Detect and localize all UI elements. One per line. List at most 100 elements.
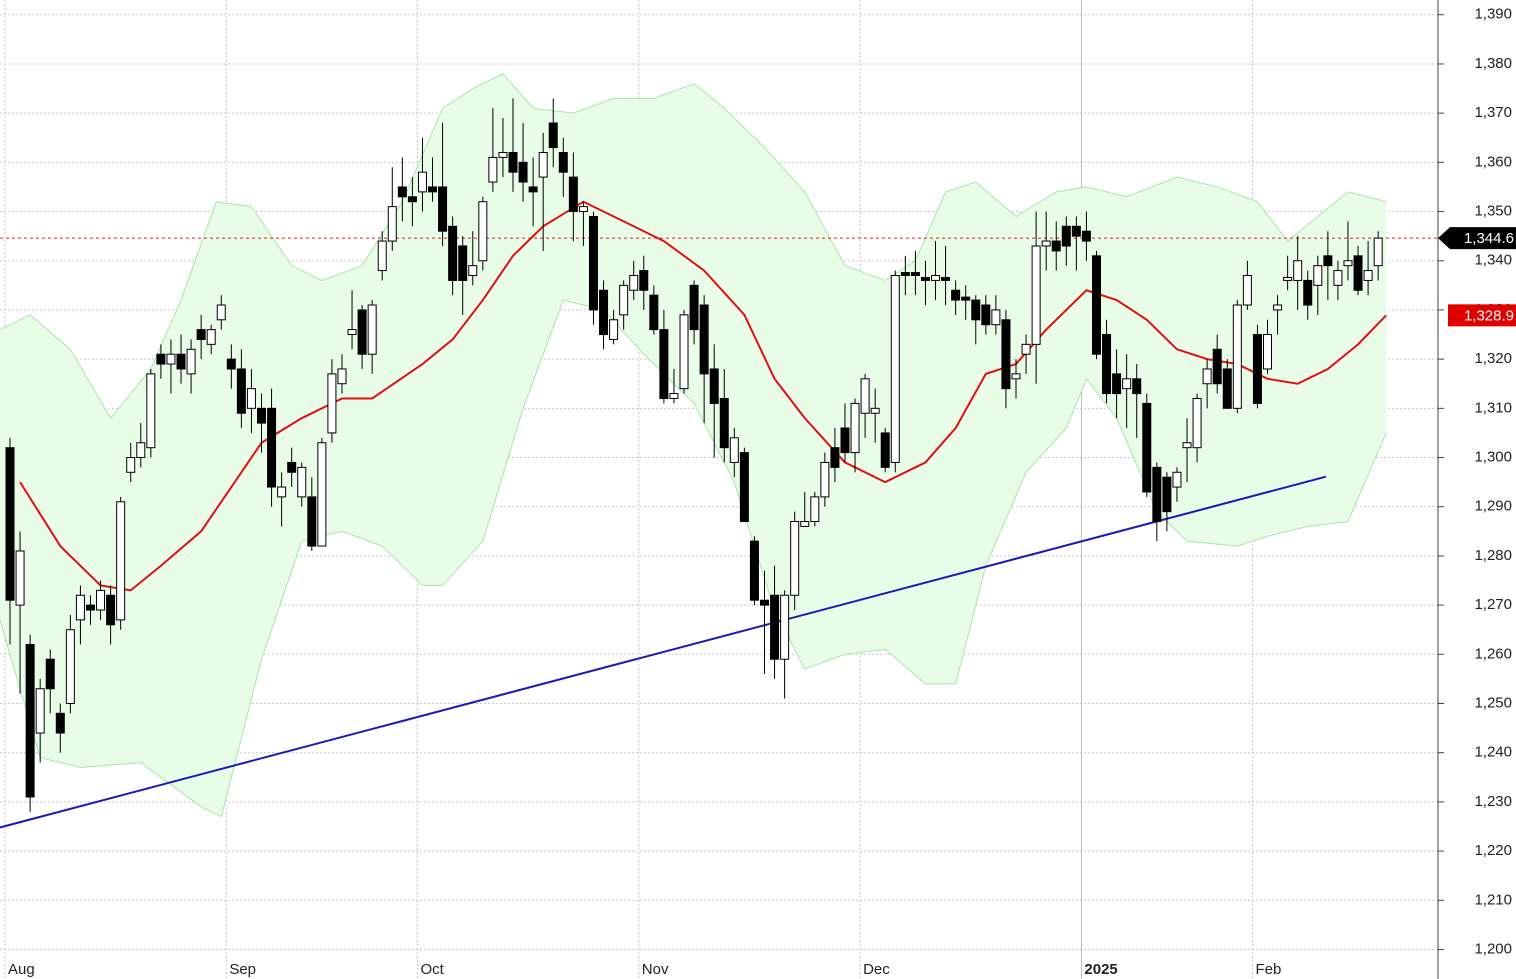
candle-body	[880, 432, 890, 468]
x-tick-label: Nov	[642, 961, 669, 978]
candle-body	[438, 186, 448, 232]
y-tick-label: 1,370	[1474, 104, 1512, 121]
candle-body	[15, 550, 25, 606]
candle-body	[528, 186, 538, 193]
y-tick-label: 1,300	[1474, 448, 1512, 465]
x-tick-label: Aug	[8, 961, 35, 978]
candle-body	[1293, 260, 1303, 281]
candle-body	[75, 594, 85, 621]
candle-body	[1333, 270, 1343, 286]
y-tick-label: 1,310	[1474, 399, 1512, 416]
candle-body	[790, 520, 800, 596]
candle-body	[709, 368, 719, 404]
candle-body	[106, 594, 116, 626]
candle-body	[347, 329, 357, 336]
candle-body	[1142, 402, 1152, 493]
candle-body	[166, 353, 176, 365]
candle-body	[719, 397, 729, 449]
candle-body	[45, 658, 55, 690]
candle-body	[739, 452, 749, 522]
candle-body	[277, 486, 287, 498]
candle-body	[649, 294, 659, 331]
candle-body	[981, 304, 991, 326]
candle-body	[387, 206, 397, 242]
candle-body	[558, 152, 568, 173]
candle-body	[488, 156, 498, 183]
candle-body	[186, 348, 196, 375]
candle-body	[679, 314, 689, 390]
candle-body	[267, 407, 277, 488]
y-tick-label: 1,360	[1474, 153, 1512, 170]
candle-body	[397, 186, 407, 198]
candle-body	[478, 201, 488, 262]
trend-line	[0, 475, 1327, 829]
candle-body	[1001, 319, 1011, 390]
candle-body	[357, 309, 367, 355]
candle-body	[1162, 476, 1172, 513]
candle-body	[1373, 237, 1383, 267]
candle-body	[317, 442, 327, 547]
candle-body	[156, 353, 166, 365]
candle-body	[146, 373, 156, 449]
candle-body	[327, 373, 337, 434]
candle-body	[1061, 225, 1071, 247]
candle-body	[1313, 265, 1323, 286]
y-tick-label: 1,200	[1474, 940, 1512, 957]
candle-body	[1252, 334, 1262, 404]
candle-body	[1102, 334, 1112, 395]
candle-body	[257, 407, 266, 424]
candle-body	[377, 240, 387, 272]
moving-average	[19, 200, 1387, 592]
candle-body	[1091, 255, 1101, 355]
candle-body	[1041, 240, 1051, 247]
candle-body	[246, 388, 256, 409]
candle-body	[85, 604, 95, 611]
candle-body	[1112, 373, 1122, 395]
candle-body	[1122, 378, 1132, 390]
y-tick-label: 1,280	[1474, 547, 1512, 564]
candle-body	[830, 447, 840, 468]
candle-body	[458, 245, 468, 281]
candle-body	[1152, 466, 1162, 522]
y-tick-label: 1,240	[1474, 744, 1512, 761]
y-tick-label: 1,250	[1474, 694, 1512, 711]
candle-body	[55, 712, 65, 734]
candle-body	[337, 368, 347, 385]
y-tick-label: 1,340	[1474, 252, 1512, 269]
candle-body	[659, 329, 669, 399]
candle-body	[1071, 225, 1081, 237]
candle-body	[1031, 245, 1041, 345]
candle-body	[518, 161, 528, 183]
candle-body	[25, 643, 35, 798]
candle-body	[1172, 471, 1182, 488]
candle-body	[1353, 255, 1363, 291]
candle-body	[669, 393, 679, 399]
candle-body	[65, 629, 75, 705]
y-tick-label: 1,210	[1474, 891, 1512, 908]
x-tick-label: Sep	[229, 961, 256, 978]
candle-body	[1363, 270, 1373, 281]
candle-body	[941, 276, 951, 281]
candle-body	[1051, 240, 1061, 252]
candle-body	[840, 427, 850, 454]
y-tick-label: 1,220	[1474, 842, 1512, 859]
candle-body	[538, 152, 548, 178]
candle-body	[729, 437, 739, 463]
candle-body	[1263, 334, 1272, 370]
candle-body	[890, 274, 900, 463]
candle-body	[820, 461, 830, 498]
candle-body	[216, 304, 226, 321]
last-price-label: 1,344.6	[1464, 230, 1514, 247]
candle-body	[508, 152, 518, 173]
candle-body	[609, 319, 619, 340]
candle-body	[226, 358, 236, 370]
x-tick-label: 2025	[1084, 961, 1117, 978]
x-tick-label: Oct	[420, 961, 444, 978]
candle-body	[468, 265, 478, 276]
candle-body	[307, 496, 317, 547]
candle-body	[297, 466, 307, 498]
candle-body	[136, 442, 146, 459]
candle-body	[367, 304, 377, 355]
candle-body	[760, 599, 769, 606]
candle-body	[578, 206, 588, 213]
